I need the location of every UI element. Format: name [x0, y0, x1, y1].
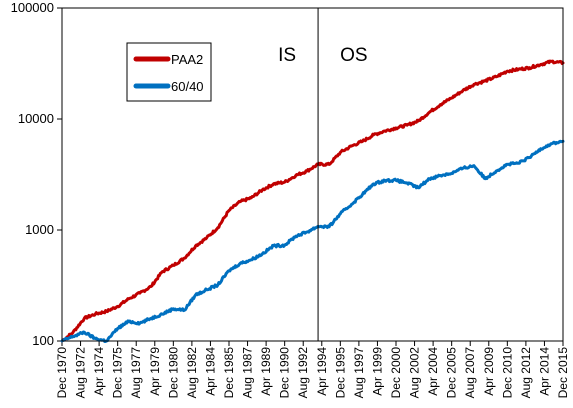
is-region-label: IS [278, 45, 296, 66]
y-tick-label: 100000 [11, 0, 54, 15]
y-tick-label: 10000 [18, 111, 54, 126]
x-tick-label: Aug 1992 [296, 347, 310, 399]
x-tick-label: Aug 1987 [241, 347, 255, 399]
x-tick-label: Dec 2010 [500, 347, 514, 399]
x-tick-label: Dec 2005 [445, 347, 459, 399]
y-tick-label: 100 [32, 333, 54, 348]
x-tick-label: Apr 1989 [259, 347, 273, 396]
x-tick-label: Aug 1982 [185, 347, 199, 399]
x-tick-label: Aug 2007 [463, 347, 477, 399]
x-tick-label: Aug 2002 [408, 347, 422, 399]
y-axis-ticks: 100 1000 10000 100000 [11, 0, 62, 348]
series-line-60-40 [60, 139, 565, 343]
x-tick-label: Dec 1995 [333, 347, 347, 399]
legend-box [126, 42, 212, 102]
x-axis-ticks: Dec 1970 Aug 1972 Apr 1974 Dec 1975 Aug 1977… [55, 341, 570, 398]
x-tick-label: Apr 2014 [537, 347, 551, 396]
plot-area-frame [61, 7, 564, 342]
x-tick-label: Apr 1994 [315, 347, 329, 396]
x-tick-label: Apr 1999 [370, 347, 384, 396]
y-tick-label: 1000 [25, 222, 54, 237]
x-tick-label: Aug 2012 [519, 347, 533, 399]
x-tick-label: Aug 1972 [74, 347, 88, 399]
x-tick-label: Apr 2004 [426, 347, 440, 396]
x-tick-label: Dec 2015 [556, 347, 570, 399]
series-layer [60, 59, 565, 343]
x-tick-label: Apr 1974 [92, 347, 106, 396]
x-tick-label: Dec 1970 [55, 347, 69, 399]
x-tick-label: Dec 1980 [166, 347, 180, 399]
series-line-paa2 [60, 59, 565, 343]
legend-label-60-40: 60/40 [171, 79, 204, 94]
x-tick-label: Dec 1985 [222, 347, 236, 399]
x-tick-label: Aug 1997 [352, 347, 366, 399]
os-region-label: OS [340, 45, 367, 66]
x-tick-label: Dec 2000 [389, 347, 403, 399]
x-tick-label: Dec 1975 [111, 347, 125, 399]
x-tick-label: Dec 1990 [278, 347, 292, 399]
x-tick-label: Apr 2009 [482, 347, 496, 396]
legend-label-paa2: PAA2 [171, 52, 203, 67]
legend: PAA2 60/40 [126, 42, 212, 102]
x-tick-label: Apr 1979 [148, 347, 162, 396]
x-tick-label: Apr 1984 [203, 347, 217, 396]
x-tick-label: Aug 1977 [129, 347, 143, 399]
